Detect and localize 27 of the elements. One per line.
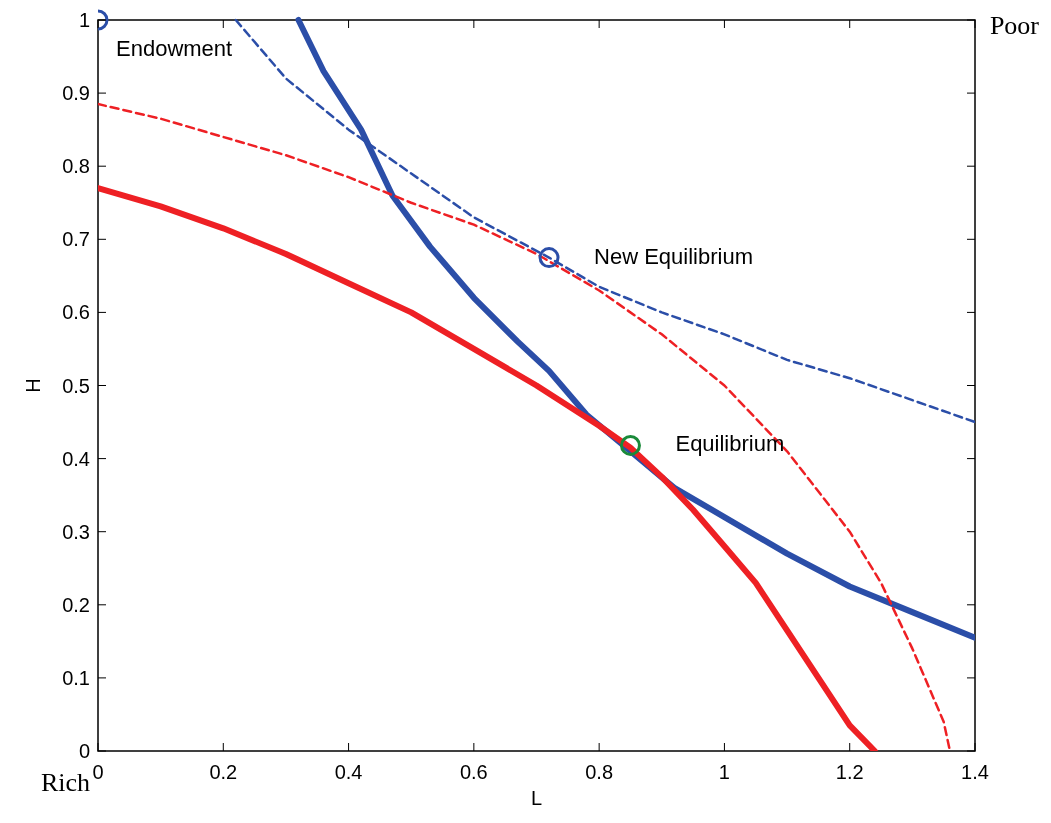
x-tick-label: 0.8 bbox=[585, 761, 614, 783]
text: Poor bbox=[989, 11, 1040, 40]
y-tick-label: 0 bbox=[78, 740, 90, 762]
x-tick-label: 0 bbox=[92, 761, 104, 783]
x-tick-label: 1 bbox=[718, 761, 730, 783]
x-axis-title: L bbox=[530, 787, 543, 809]
y-tick-label: 0.1 bbox=[62, 666, 90, 689]
y-tick-label: 0.3 bbox=[62, 520, 90, 543]
annotation: Equilibrium bbox=[675, 431, 785, 457]
annotation: New Equilibrium bbox=[594, 243, 753, 269]
y-tick-label: 0.4 bbox=[62, 447, 90, 470]
x-tick-label: 0.6 bbox=[459, 761, 488, 783]
y-tick-label: 0.9 bbox=[62, 82, 90, 105]
y-tick-label: 0.5 bbox=[62, 374, 90, 397]
y-tick-label: 0.2 bbox=[62, 593, 90, 616]
x-tick-label: 0.2 bbox=[209, 761, 238, 783]
y-tick-label: 0.7 bbox=[62, 228, 90, 251]
x-tick-label: 0.4 bbox=[334, 761, 363, 783]
y-tick-label: 1 bbox=[78, 9, 90, 31]
y-tick-label: 0.6 bbox=[62, 301, 90, 324]
annotation: Endowment bbox=[116, 36, 233, 61]
text: Rich bbox=[40, 768, 90, 797]
y-axis-title: H bbox=[22, 378, 44, 393]
x-tick-label: 1.4 bbox=[961, 761, 989, 783]
y-tick-label: 0.8 bbox=[62, 155, 90, 178]
line-series bbox=[98, 102, 952, 751]
x-tick-label: 1.2 bbox=[835, 761, 864, 783]
